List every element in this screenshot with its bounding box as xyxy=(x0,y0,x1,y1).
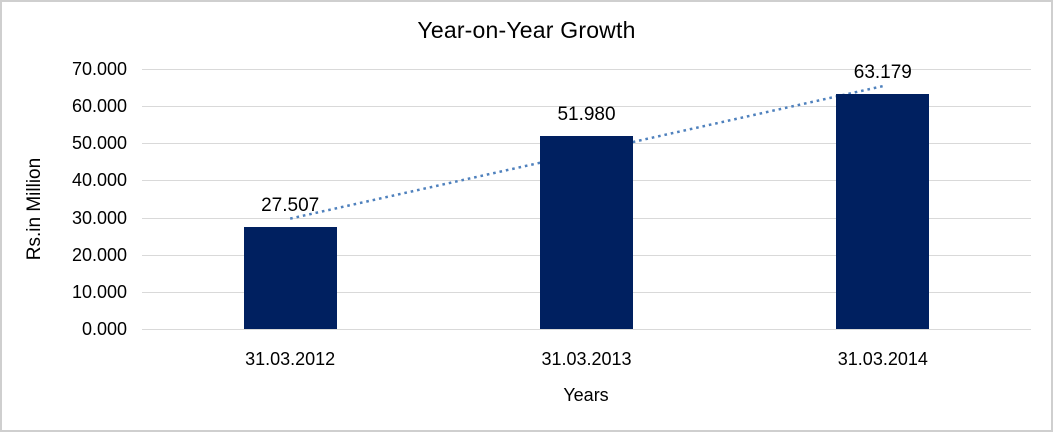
data-label: 27.507 xyxy=(261,194,320,216)
y-tick-label: 60.000 xyxy=(71,96,127,116)
x-category-label: 31.03.2012 xyxy=(245,349,336,369)
x-axis-title: Years xyxy=(563,385,609,405)
data-label: 63.179 xyxy=(853,62,912,84)
y-tick-label: 70.000 xyxy=(71,59,127,79)
data-label: 51.980 xyxy=(557,103,616,125)
y-tick-label: 40.000 xyxy=(71,170,127,190)
x-category-label: 31.03.2014 xyxy=(837,349,928,369)
chart-title: Year-on-Year Growth xyxy=(417,17,636,43)
bar-31.03.2013 xyxy=(540,135,633,329)
bar-31.03.2012 xyxy=(243,226,337,329)
gridline xyxy=(142,329,1031,330)
y-tick-label: 20.000 xyxy=(71,245,127,265)
y-tick-label: 0.000 xyxy=(81,319,127,339)
gridline xyxy=(142,69,1031,70)
y-tick-label: 50.000 xyxy=(71,133,127,153)
y-tick-label: 10.000 xyxy=(71,282,127,302)
y-tick-label: 30.000 xyxy=(71,208,127,228)
x-category-label: 31.03.2013 xyxy=(541,349,632,369)
bar-31.03.2014 xyxy=(836,94,930,329)
